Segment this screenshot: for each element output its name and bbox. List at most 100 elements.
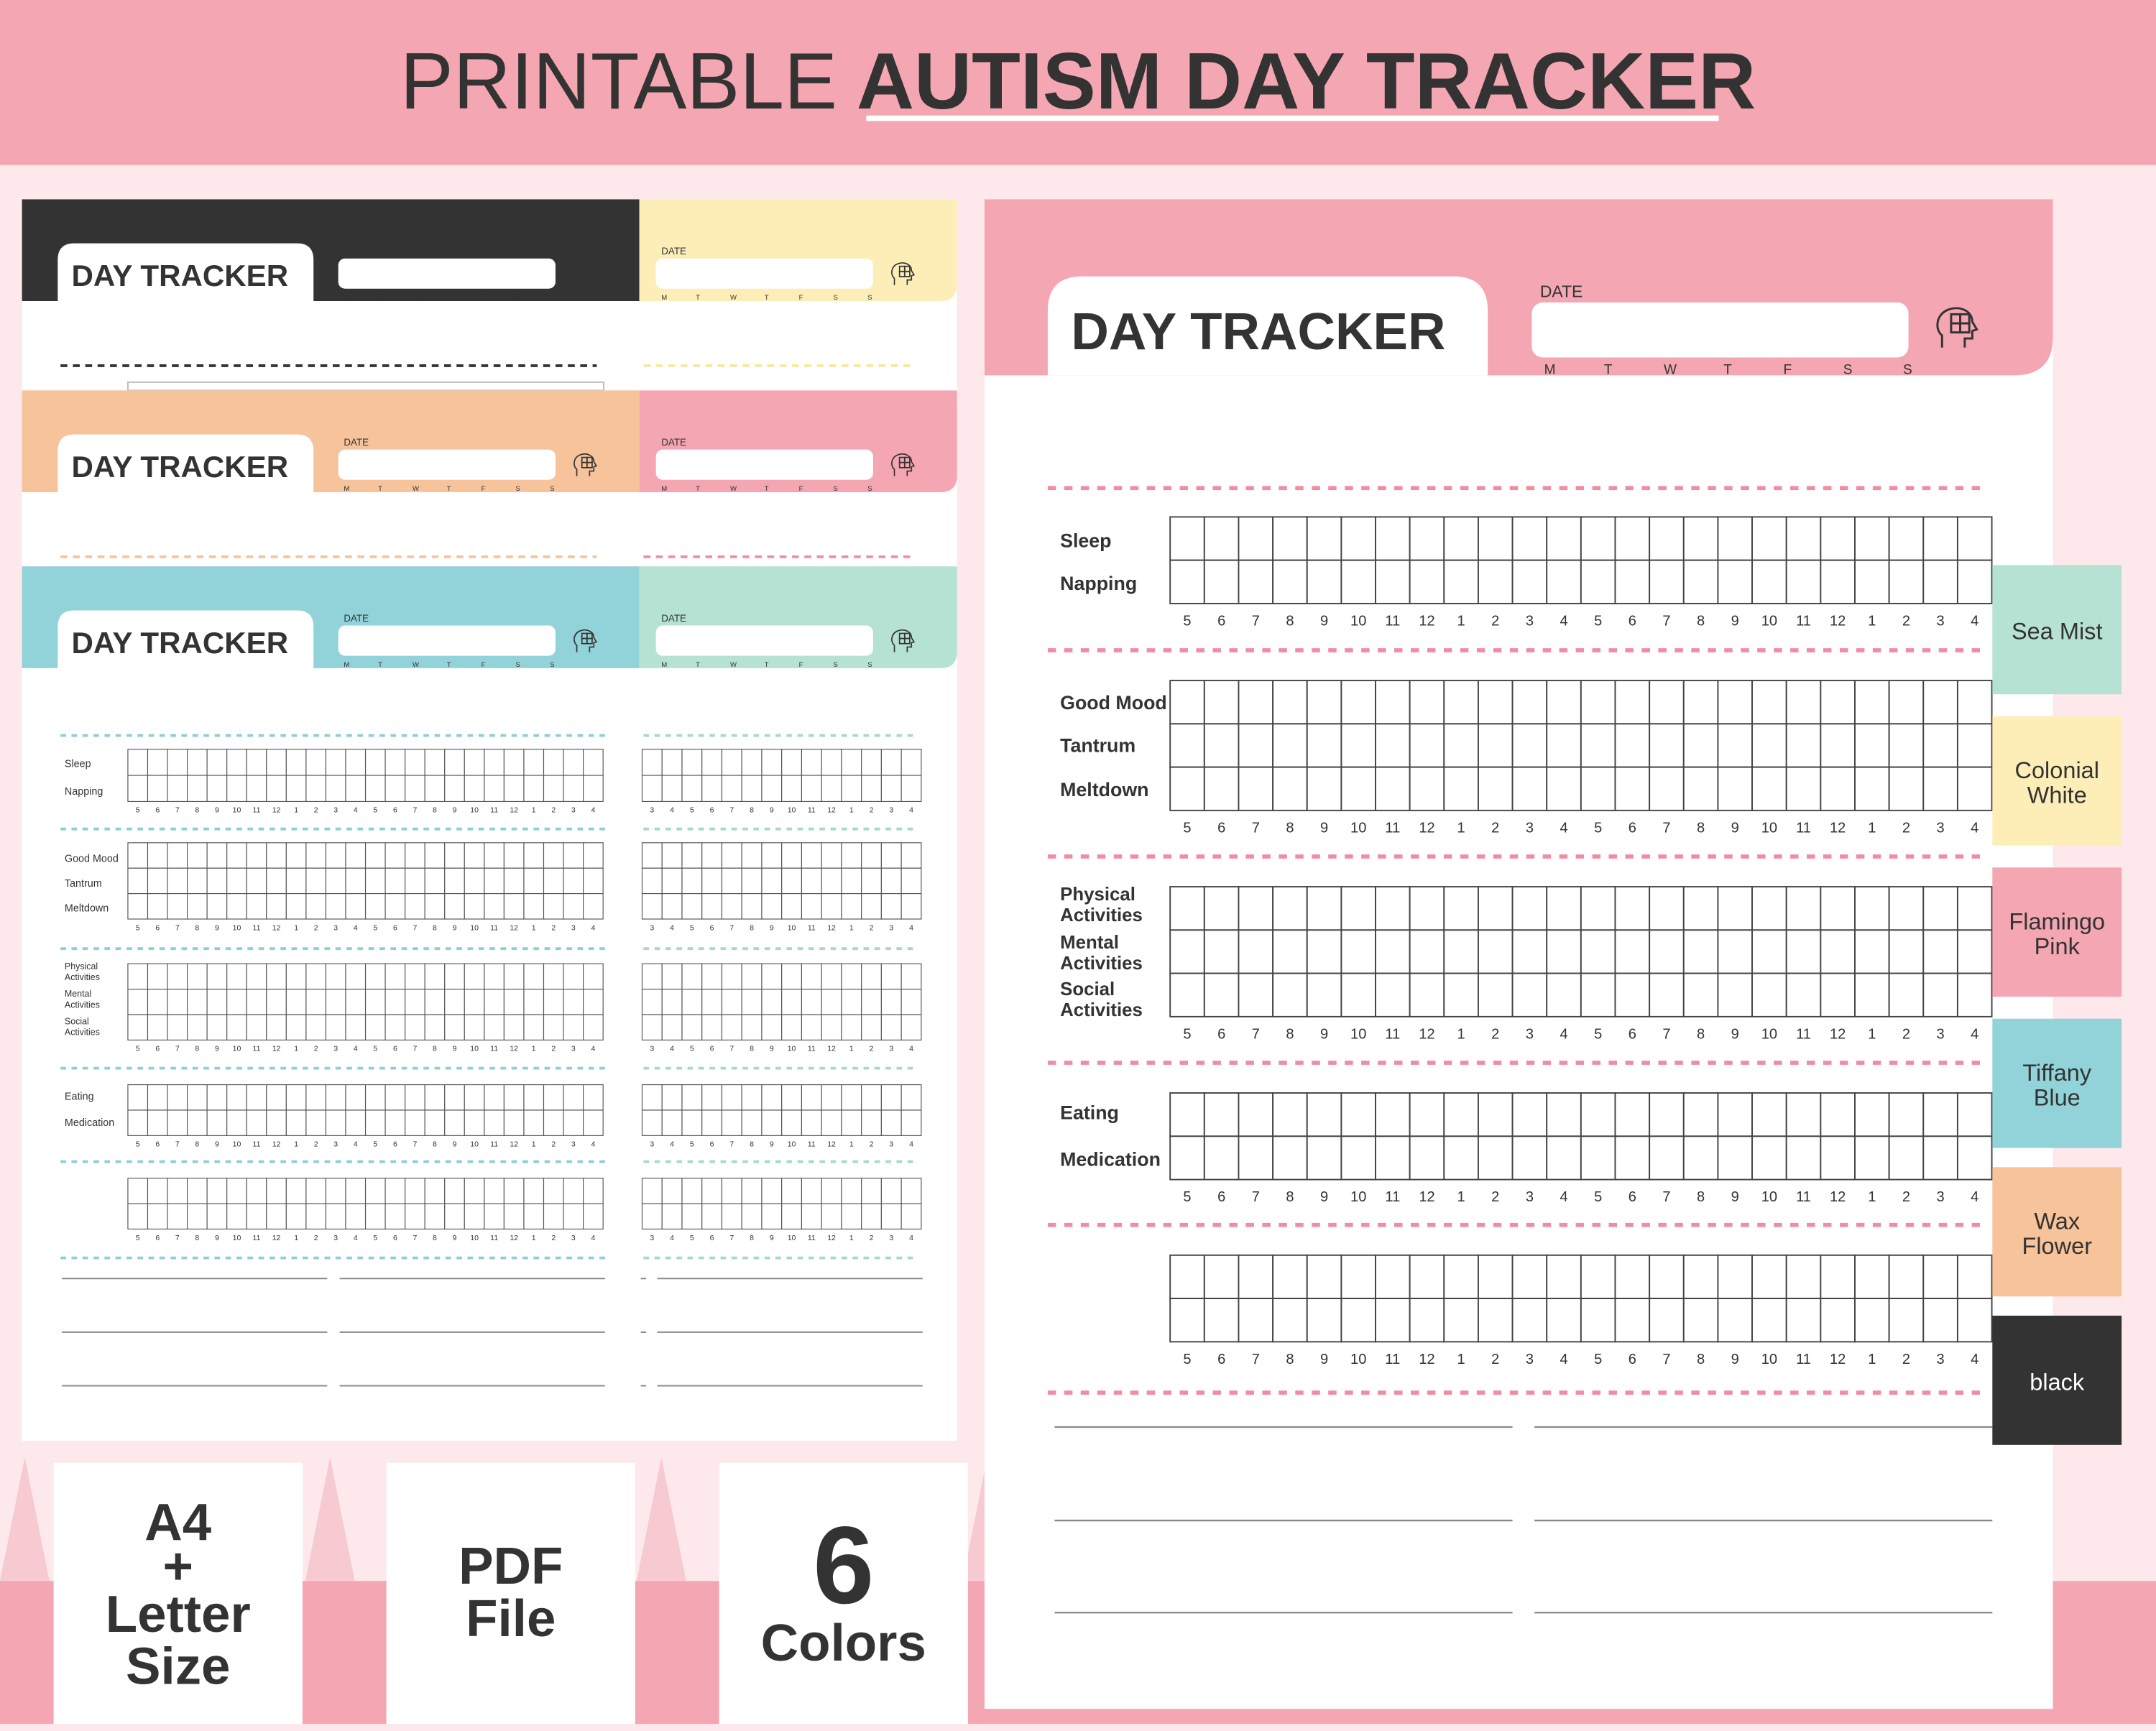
hour-label: 2 — [870, 1234, 874, 1242]
grid-cell — [1340, 559, 1376, 604]
grid-cell — [880, 1203, 902, 1230]
grid-cell — [861, 842, 882, 869]
badge-text: File — [466, 1589, 556, 1648]
grid-cell — [641, 1084, 663, 1111]
grid-cell — [1785, 886, 1822, 931]
grid-cell — [681, 867, 703, 895]
grid-cell — [543, 989, 564, 1015]
grid-cell — [384, 1109, 406, 1136]
grid-cell — [1785, 929, 1822, 974]
grid-cell — [523, 1178, 545, 1204]
grid-cell — [1717, 886, 1754, 931]
grid-cell — [1272, 1254, 1308, 1300]
weekday-label: T — [378, 661, 382, 669]
hour-label: 7 — [729, 1140, 734, 1149]
grid-cell — [861, 1014, 882, 1040]
hour-label: 6 — [710, 923, 714, 932]
grid-cell — [1409, 680, 1445, 725]
grid-cell — [801, 1084, 822, 1111]
grid-cell — [1614, 1092, 1651, 1137]
grid-cell — [1169, 516, 1205, 561]
hour-label: 3 — [571, 1234, 576, 1242]
grid-cell — [701, 1084, 723, 1111]
grid-cell — [1888, 1254, 1925, 1300]
grid-cell — [384, 842, 406, 869]
grid-cell — [761, 867, 783, 895]
grid-cell — [1546, 723, 1582, 768]
grid-cell — [246, 893, 267, 920]
grid-cell — [226, 893, 247, 920]
grid-cell — [721, 1014, 742, 1040]
grid-cell — [266, 867, 287, 895]
grid-cell — [861, 1203, 882, 1230]
grid-cell — [246, 749, 267, 776]
grid-cell — [1203, 1254, 1240, 1300]
hour-label: 5 — [690, 1045, 694, 1053]
head-outline — [891, 453, 916, 476]
grid-cell — [167, 1084, 188, 1111]
hour-label: 4 — [670, 1140, 674, 1149]
weekday-label: F — [482, 294, 486, 302]
grid-cell — [1956, 1254, 1993, 1300]
grid-cell — [523, 1014, 545, 1040]
grid-cell — [1340, 1135, 1376, 1181]
grid-cell — [583, 775, 604, 803]
grid-cell — [1272, 766, 1308, 811]
grid-cell — [523, 775, 545, 803]
grid-cell — [583, 1178, 604, 1204]
grid-cell — [1375, 1092, 1411, 1137]
grid-cell — [1306, 1092, 1342, 1137]
grid-cell — [1888, 680, 1925, 725]
grid-cell — [345, 963, 367, 990]
row-label: Meltdown — [65, 903, 109, 914]
grid-cell — [1854, 680, 1890, 725]
grid-cell — [1511, 1135, 1548, 1181]
grid-cell — [266, 1014, 287, 1040]
hour-label: 7 — [1252, 1352, 1260, 1367]
grid-cell — [761, 1203, 783, 1230]
hour-label: 2 — [551, 1234, 556, 1242]
grid-cell — [880, 842, 902, 869]
grid-cell — [1169, 723, 1205, 768]
grid-cell — [1956, 1298, 1993, 1343]
grid-cell — [464, 867, 485, 895]
weekday-label: W — [730, 294, 737, 302]
main-date-label: DATE — [1540, 282, 1583, 300]
hour-label: 12 — [827, 1234, 836, 1242]
hour-label: 7 — [1662, 614, 1670, 629]
page-title-bold: AUTISM DAY TRACKER — [857, 37, 1756, 126]
grid-cell — [741, 775, 763, 803]
grid-cell — [821, 775, 842, 803]
grid-cell — [641, 1203, 663, 1230]
grid-cell — [1238, 766, 1274, 811]
hour-label: 2 — [314, 1234, 318, 1242]
hour-label: 8 — [1697, 820, 1705, 836]
grid-cell — [345, 867, 367, 895]
grid-cell — [226, 1084, 247, 1111]
hour-label: 8 — [433, 923, 437, 932]
grid-cell — [384, 749, 406, 776]
grid-cell — [661, 1178, 683, 1204]
grid-cell — [821, 1203, 842, 1230]
grid-cell — [1375, 766, 1411, 811]
grid-cell — [1785, 1298, 1822, 1343]
grid-cell — [1272, 929, 1308, 974]
grid-cell — [444, 867, 465, 895]
main-tracker-title: DAY TRACKER — [1071, 303, 1445, 361]
grid-cell — [1888, 1135, 1925, 1181]
hour-label: 9 — [1320, 1026, 1328, 1042]
hour-label: 1 — [294, 806, 298, 815]
date-label: DATE — [344, 437, 369, 448]
grid-cell — [1306, 886, 1342, 931]
hour-label: 1 — [1457, 614, 1465, 629]
weekday-label: W — [413, 485, 419, 493]
grid-cell — [1272, 1092, 1308, 1137]
hour-label: 9 — [770, 1045, 774, 1053]
grid-cell — [1546, 1092, 1582, 1137]
grid-cell — [861, 1109, 882, 1136]
grid-cell — [1751, 723, 1787, 768]
grid-cell — [841, 1178, 862, 1204]
grid-cell — [1443, 972, 1479, 1017]
grid-cell — [1340, 886, 1376, 931]
grid-cell — [384, 963, 406, 990]
